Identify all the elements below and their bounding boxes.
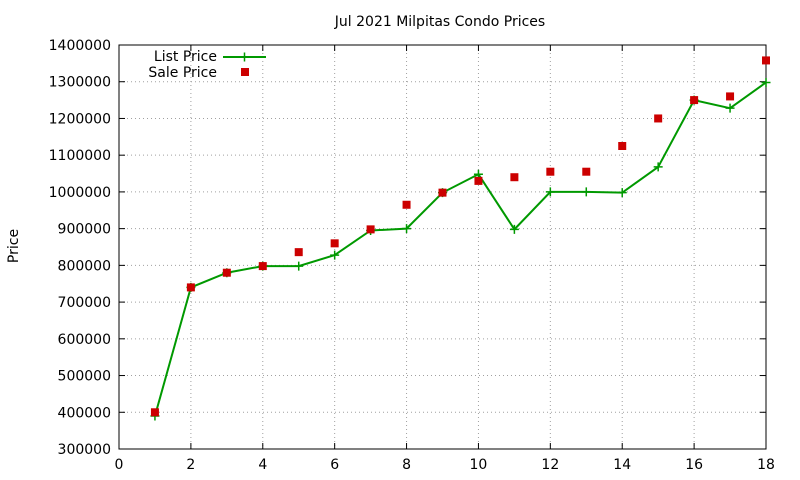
x-tick-label: 4 bbox=[258, 457, 267, 473]
y-tick-label: 800000 bbox=[58, 258, 111, 274]
sale-price-point bbox=[654, 114, 663, 123]
x-tick-label: 6 bbox=[330, 457, 339, 473]
sale-price-point bbox=[330, 239, 339, 248]
sale-price-point bbox=[474, 176, 483, 185]
y-tick-label: 700000 bbox=[58, 295, 111, 311]
y-axis-label: Price bbox=[6, 229, 22, 263]
legend: List Price Sale Price bbox=[148, 49, 266, 81]
x-tick-label: 8 bbox=[402, 457, 411, 473]
list-price-point bbox=[581, 187, 591, 197]
list-price-point bbox=[402, 224, 412, 234]
x-tick-label: 16 bbox=[685, 457, 703, 473]
x-tick-label: 18 bbox=[757, 457, 775, 473]
plot-frame bbox=[118, 44, 767, 450]
sale-price-point bbox=[366, 225, 375, 234]
x-tick-label: 0 bbox=[115, 457, 124, 473]
y-tick-label: 600000 bbox=[58, 332, 111, 348]
sale-price-point bbox=[258, 262, 267, 271]
y-tick-label: 1300000 bbox=[49, 75, 111, 91]
sale-price-point bbox=[726, 92, 735, 101]
legend-marker-sale-price bbox=[241, 68, 249, 76]
sale-price-point bbox=[186, 283, 195, 292]
grid bbox=[119, 45, 766, 449]
x-tick-label: 12 bbox=[541, 457, 559, 473]
sale-price-point bbox=[222, 268, 231, 277]
sale-price-point bbox=[546, 167, 555, 176]
list-price-point bbox=[725, 103, 735, 113]
y-tick-label: 1200000 bbox=[49, 111, 111, 127]
sale-price-point bbox=[690, 96, 699, 105]
list-price-point bbox=[330, 250, 340, 260]
list-price-point bbox=[545, 187, 555, 197]
y-tick-label: 900000 bbox=[58, 222, 111, 238]
x-tick-label: 14 bbox=[613, 457, 631, 473]
chart-title: Jul 2021 Milpitas Condo Prices bbox=[334, 14, 545, 30]
list-price-point bbox=[653, 162, 663, 172]
y-tick-label: 1400000 bbox=[49, 38, 111, 54]
sale-price-point bbox=[618, 142, 627, 150]
legend-label-list-price: List Price bbox=[154, 49, 217, 65]
y-tick-label: 1000000 bbox=[49, 185, 111, 201]
sale-price-point bbox=[582, 167, 591, 176]
y-tick-label: 1100000 bbox=[49, 148, 111, 164]
list-price-point bbox=[761, 77, 771, 87]
sale-price-point bbox=[150, 408, 159, 417]
sale-price-point bbox=[294, 248, 303, 257]
sale-price-point bbox=[762, 56, 770, 65]
axis-ticks: 300000 400000 500000 600000 700000 800000 9000… bbox=[49, 38, 775, 473]
legend-label-sale-price: Sale Price bbox=[148, 65, 217, 81]
y-tick-label: 500000 bbox=[58, 369, 111, 385]
list-price-point bbox=[617, 188, 627, 198]
x-tick-label: 10 bbox=[470, 457, 488, 473]
y-tick-label: 400000 bbox=[58, 405, 111, 421]
legend-marker-list-price bbox=[240, 52, 249, 62]
x-tick-label: 2 bbox=[186, 457, 195, 473]
series-layer bbox=[150, 56, 771, 421]
y-tick-label: 300000 bbox=[58, 442, 111, 458]
sale-price-point bbox=[510, 173, 519, 182]
list-price-point bbox=[509, 224, 519, 234]
series-line-list-price bbox=[153, 81, 767, 417]
sale-price-point bbox=[402, 200, 411, 209]
list-price-point bbox=[294, 261, 304, 271]
sale-price-point bbox=[438, 188, 447, 197]
